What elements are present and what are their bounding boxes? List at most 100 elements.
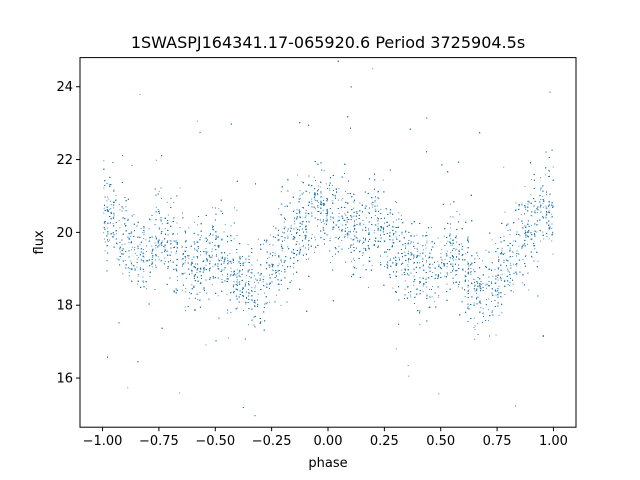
data-point <box>413 268 415 270</box>
data-point <box>338 216 340 218</box>
data-point <box>155 247 157 249</box>
data-point <box>344 230 346 232</box>
data-point <box>500 277 502 279</box>
data-point <box>218 208 220 210</box>
data-point <box>106 227 108 229</box>
data-point <box>498 285 500 287</box>
data-point <box>356 247 357 249</box>
data-point <box>113 191 115 192</box>
data-point <box>170 251 172 253</box>
data-point <box>143 249 144 251</box>
data-point <box>466 307 468 309</box>
data-point <box>166 201 168 203</box>
data-point <box>468 267 470 269</box>
data-point <box>269 234 271 236</box>
data-point <box>548 169 550 171</box>
data-point <box>452 244 454 246</box>
data-point <box>275 272 276 274</box>
data-point <box>131 240 133 242</box>
data-point <box>452 263 454 265</box>
data-point <box>410 296 412 298</box>
data-point <box>345 227 347 229</box>
data-point <box>185 278 187 280</box>
data-point <box>376 205 378 207</box>
data-point <box>128 268 130 269</box>
data-point <box>263 276 265 278</box>
data-point <box>443 235 445 237</box>
data-point <box>271 269 273 271</box>
data-point <box>248 324 249 326</box>
data-point <box>372 204 374 206</box>
data-point <box>133 213 135 215</box>
data-point <box>512 291 514 293</box>
data-point <box>531 215 533 217</box>
data-point <box>470 272 472 274</box>
data-point <box>374 215 376 216</box>
data-point <box>217 235 219 237</box>
data-point <box>440 267 442 269</box>
data-point <box>211 207 213 209</box>
data-point <box>223 269 225 271</box>
data-point <box>148 259 150 261</box>
data-point <box>179 392 181 394</box>
data-point <box>449 238 451 240</box>
data-point <box>486 287 488 289</box>
data-point <box>429 255 431 257</box>
data-point <box>501 274 503 275</box>
data-point <box>426 242 428 244</box>
data-point <box>191 259 193 260</box>
data-point <box>269 266 270 268</box>
data-point <box>299 198 301 200</box>
data-point <box>482 312 484 314</box>
data-point <box>110 204 112 206</box>
data-point <box>432 272 434 274</box>
data-point <box>327 213 328 215</box>
data-point <box>429 288 430 290</box>
data-point <box>465 253 467 255</box>
data-point <box>184 306 186 308</box>
data-point <box>452 258 454 260</box>
data-point <box>473 269 475 271</box>
data-point <box>131 268 133 270</box>
data-point <box>342 198 344 200</box>
data-point <box>205 248 207 250</box>
data-point <box>413 269 415 271</box>
data-point <box>317 207 319 208</box>
data-point <box>269 244 271 245</box>
data-point <box>217 295 219 297</box>
data-point <box>185 291 187 293</box>
data-point <box>329 237 331 239</box>
data-point <box>212 277 214 279</box>
data-point <box>227 337 229 339</box>
data-point <box>389 258 391 260</box>
data-point <box>231 262 232 264</box>
data-point <box>495 294 497 296</box>
data-point <box>353 207 355 209</box>
data-point <box>103 222 105 224</box>
data-point <box>209 242 211 244</box>
data-point <box>365 217 367 219</box>
data-point <box>504 279 506 281</box>
data-point <box>254 275 255 277</box>
data-point <box>332 194 334 196</box>
data-point <box>344 213 346 215</box>
data-point <box>521 223 523 225</box>
data-point <box>338 213 340 215</box>
data-point <box>249 292 251 294</box>
data-point <box>161 223 163 225</box>
data-point <box>455 248 457 250</box>
data-point <box>470 274 472 275</box>
data-point <box>257 293 259 295</box>
data-point <box>509 271 511 273</box>
data-point <box>322 209 324 211</box>
data-point <box>540 240 541 242</box>
data-point <box>431 246 433 248</box>
data-point <box>311 200 313 202</box>
data-point <box>449 216 451 218</box>
data-point <box>304 216 306 218</box>
data-point <box>402 252 404 254</box>
data-point <box>485 266 486 267</box>
data-point <box>172 233 174 234</box>
data-point <box>464 296 466 297</box>
data-point <box>143 261 145 263</box>
